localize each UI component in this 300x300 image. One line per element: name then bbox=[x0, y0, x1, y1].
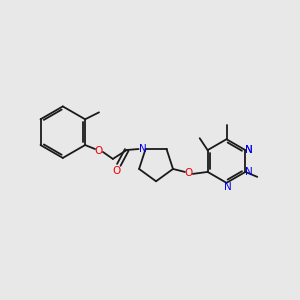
Text: N: N bbox=[245, 167, 253, 177]
Text: O: O bbox=[113, 166, 121, 176]
Text: O: O bbox=[185, 168, 193, 178]
Text: N: N bbox=[245, 145, 253, 155]
Text: N: N bbox=[245, 145, 253, 155]
Text: O: O bbox=[95, 146, 103, 156]
Text: N: N bbox=[139, 144, 146, 154]
Text: N: N bbox=[224, 182, 231, 192]
